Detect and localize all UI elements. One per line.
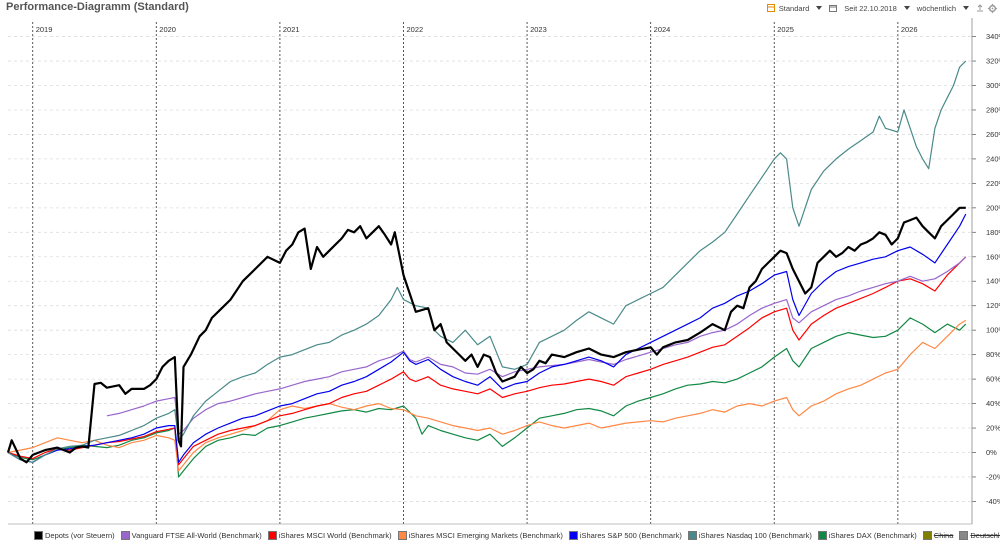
date-select[interactable]: Seit 22.10.2018	[844, 3, 897, 13]
year-label: 2026	[901, 25, 918, 34]
export-icon[interactable]	[976, 4, 984, 12]
legend-item[interactable]: Depots (vor Steuern)	[34, 530, 115, 540]
year-label: 2022	[406, 25, 423, 34]
date-dropdown-icon[interactable]	[903, 6, 910, 10]
grid	[8, 36, 972, 502]
y-axis: -40% -20% 0% 20% 40% 60% 80% 100% 120% 140% 160% 18…	[8, 18, 1000, 525]
legend-item[interactable]: iShares S&P 500 (Benchmark)	[568, 530, 682, 540]
y-tick-label: -40%	[986, 497, 1000, 506]
legend-label: Deutschland	[970, 530, 1000, 540]
series-lines	[6, 60, 967, 478]
legend-swatch	[687, 530, 697, 540]
legend: Depots (vor Steuern) Vanguard FTSE All-Wo…	[34, 528, 1000, 542]
interval-select[interactable]: wöchentlich	[916, 3, 956, 13]
series-line-0[interactable]	[6, 206, 966, 464]
view-select[interactable]: Standard	[778, 3, 810, 13]
chart-type-icon[interactable]	[766, 4, 775, 12]
legend-item[interactable]: iShares MSCI World (Benchmark)	[267, 530, 392, 540]
legend-item[interactable]: China	[922, 530, 954, 540]
year-label: 2021	[283, 25, 300, 34]
y-tick-label: 320%	[986, 57, 1000, 66]
legend-swatch	[34, 530, 43, 540]
y-tick-label: 300%	[986, 81, 1000, 90]
year-label: 2025	[777, 25, 794, 34]
y-tick-label: 120%	[986, 301, 1000, 310]
legend-label: Vanguard FTSE All-World (Benchmark)	[131, 530, 262, 540]
legend-label: China	[933, 530, 954, 540]
series-line-1[interactable]	[106, 256, 967, 435]
year-markers: 2019 2020 2021 2022 2023 2024 2025 2026	[32, 22, 918, 524]
legend-swatch	[267, 530, 277, 540]
legend-swatch	[397, 530, 407, 540]
y-tick-label: 340%	[986, 32, 1000, 41]
series-line-6[interactable]	[7, 317, 967, 478]
legend-item[interactable]: iShares Nasdaq 100 (Benchmark)	[687, 530, 812, 540]
legend-swatch	[120, 530, 130, 540]
legend-swatch	[568, 530, 578, 540]
y-tick-label: 160%	[986, 252, 1000, 261]
calendar-icon[interactable]	[829, 4, 838, 12]
legend-item[interactable]: iShares MSCI Emerging Markets (Benchmark…	[397, 530, 563, 540]
y-tick-label: 220%	[986, 179, 1000, 188]
year-label: 2024	[654, 25, 671, 34]
legend-label: Depots (vor Steuern)	[45, 530, 115, 540]
legend-label: iShares S&P 500 (Benchmark)	[579, 530, 682, 540]
toolbar: Standard Seit 22.10.2018 wöchentlich	[766, 2, 997, 14]
y-tick-label: 0%	[986, 448, 997, 457]
legend-item[interactable]: iShares DAX (Benchmark)	[817, 530, 917, 540]
legend-label: iShares MSCI World (Benchmark)	[278, 530, 392, 540]
interval-dropdown-icon[interactable]	[963, 6, 969, 10]
legend-swatch	[922, 530, 932, 540]
y-tick-label: 180%	[986, 228, 1000, 237]
y-tick-label: 20%	[986, 424, 1000, 433]
y-tick-label: 60%	[986, 375, 1000, 384]
series-line-3[interactable]	[7, 319, 967, 472]
y-tick-label: 260%	[986, 130, 1000, 139]
y-tick-label: 100%	[986, 326, 1000, 335]
view-dropdown-icon[interactable]	[816, 6, 823, 10]
series-line-2[interactable]	[7, 256, 967, 466]
series-line-4[interactable]	[7, 213, 967, 463]
legend-label: iShares DAX (Benchmark)	[828, 530, 917, 540]
year-label: 2023	[530, 25, 547, 34]
y-tick-label: 40%	[986, 399, 1000, 408]
gear-icon[interactable]	[988, 4, 997, 13]
legend-item[interactable]: Vanguard FTSE All-World (Benchmark)	[120, 530, 262, 540]
y-tick-label: 280%	[986, 105, 1000, 114]
legend-swatch	[959, 530, 969, 540]
year-label: 2020	[159, 25, 176, 34]
y-tick-label: 240%	[986, 154, 1000, 163]
year-label: 2019	[36, 25, 53, 34]
y-tick-label: -20%	[986, 472, 1000, 481]
legend-swatch	[817, 530, 827, 540]
y-tick-label: 140%	[986, 277, 1000, 286]
page-title: Performance-Diagramm (Standard)	[6, 1, 189, 13]
legend-label: iShares MSCI Emerging Markets (Benchmark…	[408, 530, 563, 540]
legend-label: iShares Nasdaq 100 (Benchmark)	[698, 530, 812, 540]
y-tick-label: 200%	[986, 203, 1000, 212]
legend-item[interactable]: Deutschland	[959, 530, 1000, 540]
y-tick-label: 80%	[986, 350, 1000, 359]
